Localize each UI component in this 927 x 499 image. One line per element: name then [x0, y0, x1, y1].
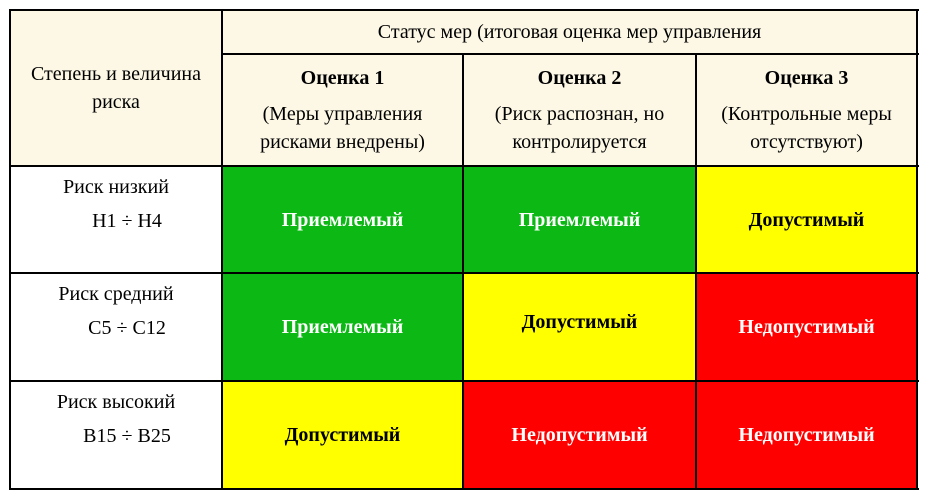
cell-status: Приемлемый: [463, 166, 696, 273]
column-description: (Меры управления рисками внедрены): [260, 103, 425, 153]
status-label: Недопустимый: [738, 424, 875, 446]
cell-status: Недопустимый: [696, 273, 917, 381]
status-label: Приемлемый: [518, 208, 641, 231]
column-description: (Риск распознан, но контролируется: [494, 103, 665, 153]
row-code: С5 ÷ С12: [88, 317, 166, 339]
divider-row-1: [9, 272, 919, 274]
cell-status: Допустимый: [222, 381, 463, 489]
divider-col-2: [462, 53, 464, 490]
column-header-grade-1: Оценка 1 (Меры управления рисками внедре…: [222, 54, 463, 166]
divider-header: [9, 165, 919, 167]
divider-col-1: [221, 9, 223, 490]
row-label: Риск средний: [58, 283, 174, 305]
row-header-medium: Риск средний С5 ÷ С12: [10, 273, 222, 381]
row-header-high: Риск высокий В15 ÷ В25: [10, 381, 222, 489]
cell-status: Допустимый: [463, 273, 696, 381]
corner-header: Степень и величина риска: [10, 10, 222, 166]
divider-group-header: [221, 53, 919, 55]
group-header-text: Статус мер (итоговая оценка мер управлен…: [377, 21, 762, 43]
cell-status: Допустимый: [696, 166, 917, 273]
cell-status: Недопустимый: [463, 381, 696, 489]
column-title: Оценка 2: [537, 67, 622, 89]
column-description: (Контрольные меры отсутствуют): [721, 103, 892, 153]
border-right: [916, 9, 918, 490]
column-header-grade-2: Оценка 2 (Риск распознан, но контролируе…: [463, 54, 696, 166]
cell-status: Приемлемый: [222, 166, 463, 273]
status-label: Недопустимый: [738, 316, 875, 338]
row-label: Риск низкий: [63, 176, 169, 198]
row-label: Риск высокий: [56, 391, 176, 413]
cell-status: Недопустимый: [696, 381, 917, 489]
row-code: Н1 ÷ Н4: [92, 210, 162, 232]
status-label: Допустимый: [521, 311, 638, 333]
status-label: Приемлемый: [281, 316, 404, 338]
row-header-low: Риск низкий Н1 ÷ Н4: [10, 166, 222, 273]
column-title: Оценка 1: [300, 67, 385, 89]
column-title: Оценка 3: [764, 67, 849, 89]
status-label: Допустимый: [748, 208, 865, 231]
cell-status: Приемлемый: [222, 273, 463, 381]
border-bottom: [9, 488, 919, 490]
corner-header-text: Степень и величина риска: [30, 63, 202, 113]
border-top: [9, 9, 919, 11]
border-left: [9, 9, 11, 490]
status-label: Недопустимый: [511, 424, 648, 446]
group-header: Статус мер (итоговая оценка мер управлен…: [222, 10, 917, 54]
status-label: Приемлемый: [281, 208, 404, 231]
status-label: Допустимый: [284, 424, 401, 446]
divider-row-2: [9, 380, 919, 382]
row-code: В15 ÷ В25: [83, 425, 171, 447]
divider-col-3: [695, 53, 697, 490]
column-header-grade-3: Оценка 3 (Контрольные меры отсутствуют): [696, 54, 917, 166]
